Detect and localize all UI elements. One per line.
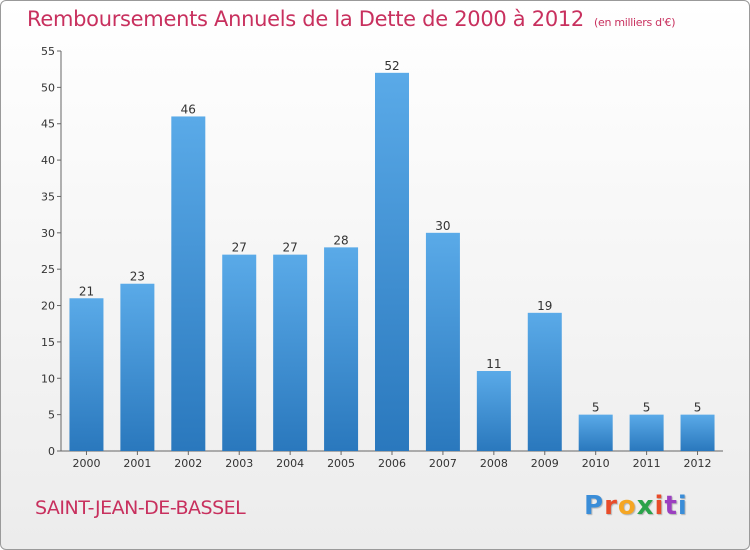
x-tick-label: 2008 — [480, 457, 508, 470]
bar-value-label: 5 — [694, 401, 702, 415]
bar — [171, 116, 206, 452]
x-tick-label: 2001 — [123, 457, 151, 470]
logo-letter: x — [636, 491, 655, 521]
title-text: Remboursements Annuels de la Dette de 20… — [27, 7, 584, 31]
chart-subtitle: (en milliers d'€) — [594, 16, 676, 29]
y-tick-label: 40 — [41, 154, 55, 167]
logo-letter: i — [654, 491, 665, 521]
y-tick-label: 55 — [41, 45, 55, 58]
bar — [273, 254, 308, 451]
bar — [120, 283, 155, 451]
y-tick-label: 35 — [41, 190, 55, 203]
y-tick-label: 10 — [41, 372, 55, 385]
bar — [680, 414, 715, 451]
bar — [69, 298, 104, 451]
y-tick-label: 45 — [41, 118, 55, 131]
y-tick-label: 20 — [41, 300, 55, 313]
x-tick-label: 2004 — [276, 457, 304, 470]
bar — [629, 414, 664, 451]
chart-title: Remboursements Annuels de la Dette de 20… — [27, 7, 675, 31]
bar-value-label: 5 — [592, 401, 600, 415]
y-tick-label: 25 — [41, 263, 55, 276]
bar-value-label: 28 — [333, 233, 348, 247]
x-tick-label: 2006 — [378, 457, 406, 470]
bar-value-label: 5 — [643, 401, 651, 415]
bar — [476, 371, 511, 451]
x-tick-label: 2009 — [531, 457, 559, 470]
bar-value-label: 27 — [283, 241, 298, 255]
logo-letter: P — [584, 491, 605, 521]
x-tick-label: 2012 — [684, 457, 712, 470]
bar-value-label: 11 — [486, 357, 501, 371]
logo-letter: r — [604, 491, 618, 521]
y-tick-label: 50 — [41, 81, 55, 94]
bar-value-label: 21 — [79, 284, 94, 298]
bar-value-label: 19 — [537, 299, 552, 313]
logo-letter: o — [617, 491, 637, 521]
bars: 21 23 46 27 27 28 52 30 11 19 5 5 5 — [69, 59, 715, 452]
x-tick-label: 2002 — [174, 457, 202, 470]
x-tick-label: 2011 — [633, 457, 661, 470]
y-tick-label: 15 — [41, 336, 55, 349]
bar — [425, 232, 460, 451]
bar — [375, 72, 409, 452]
bar — [527, 312, 562, 451]
y-tick-label: 0 — [48, 445, 55, 458]
logo-letter: t — [664, 491, 678, 521]
y-tick-label: 30 — [41, 227, 55, 240]
bar — [222, 254, 257, 451]
x-tick-label: 2007 — [429, 457, 457, 470]
bar-value-label: 46 — [181, 102, 196, 116]
bar-value-label: 27 — [232, 241, 247, 255]
x-tick-label: 2003 — [225, 457, 253, 470]
logo-letter: i — [677, 491, 688, 521]
bar-value-label: 23 — [130, 270, 145, 284]
x-tick-label: 2005 — [327, 457, 355, 470]
bar-value-label: 52 — [384, 59, 399, 73]
bar-value-label: 30 — [435, 219, 450, 233]
bar — [324, 247, 359, 451]
x-tick-label: 2010 — [582, 457, 610, 470]
commune-name: SAINT-JEAN-DE-BASSEL — [35, 497, 246, 519]
y-tick-label: 5 — [48, 409, 55, 422]
bar — [578, 414, 613, 451]
x-tick-label: 2000 — [72, 457, 100, 470]
proxiti-logo: Proxiti — [584, 491, 688, 521]
